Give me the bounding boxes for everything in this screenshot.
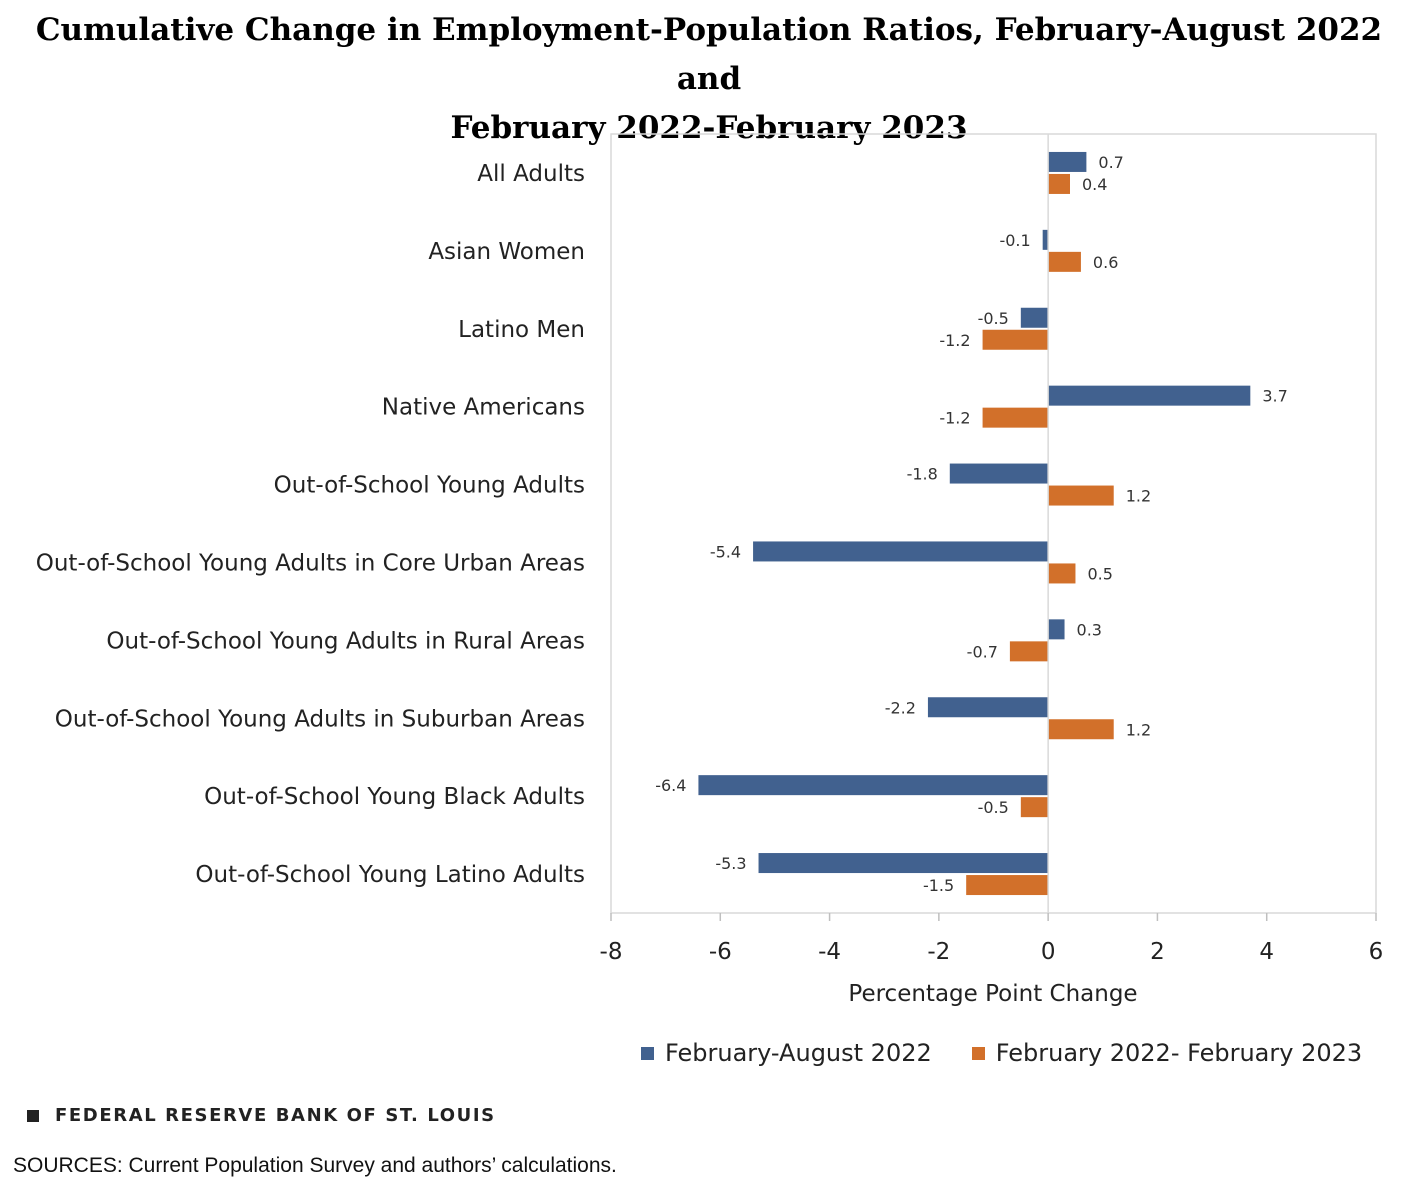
bar-series-2-native-americans — [982, 407, 1049, 428]
bar-chart: -8 -6 -4 -2 0 2 4 6 All Adults Asian Women Latino… — [36, 133, 1384, 1007]
bar-series-1-all-adults — [1048, 151, 1087, 172]
bar-series-1-out-of-school-young-adults-in-rural-areas — [1048, 619, 1065, 640]
legend-label-series-1: February-August 2022 — [665, 1039, 932, 1067]
x-tick-label: 4 — [1259, 939, 1274, 965]
data-label-series-1-native-americans: 3.7 — [1262, 387, 1287, 406]
data-label-series-2-out-of-school-young-latino-adults: -1.5 — [923, 876, 954, 895]
x-tick-label: -8 — [600, 939, 623, 965]
x-tick-label: 0 — [1041, 939, 1056, 965]
data-label-series-2-native-americans: -1.2 — [939, 409, 970, 428]
chart-title-line-1: Cumulative Change in Employment-Populati… — [35, 12, 1383, 97]
category-label-native-americans: Native Americans — [382, 395, 585, 421]
bar-series-1-out-of-school-young-latino-adults — [758, 853, 1049, 874]
category-label-out-of-school-young-adults-in-rural-areas: Out-of-School Young Adults in Rural Area… — [106, 628, 585, 654]
category-label-out-of-school-young-adults-in-suburban-areas: Out-of-School Young Adults in Suburban A… — [55, 706, 585, 732]
data-label-series-2-out-of-school-young-adults-in-core-urban-areas: 0.5 — [1087, 564, 1112, 583]
bar-series-2-out-of-school-young-latino-adults — [966, 875, 1049, 896]
data-label-series-1-out-of-school-young-black-adults: -6.4 — [655, 776, 686, 795]
bar-series-2-out-of-school-young-black-adults — [1020, 797, 1049, 818]
bar-series-1-out-of-school-young-black-adults — [698, 775, 1049, 796]
data-label-series-1-out-of-school-young-adults-in-rural-areas: 0.3 — [1077, 620, 1102, 639]
category-label-asian-women: Asian Women — [428, 239, 585, 265]
data-label-series-1-out-of-school-young-adults-in-suburban-areas: -2.2 — [885, 698, 916, 717]
data-label-series-1-out-of-school-young-adults: -1.8 — [907, 465, 938, 484]
bar-series-1-out-of-school-young-adults-in-core-urban-areas — [753, 541, 1049, 562]
category-label-latino-men: Latino Men — [458, 317, 585, 343]
bar-series-1-latino-men — [1020, 307, 1049, 328]
category-label-all-adults: All Adults — [477, 161, 585, 187]
data-label-series-1-all-adults: 0.7 — [1098, 153, 1123, 172]
x-tick-label: -6 — [709, 939, 732, 965]
axis-layer: -8 -6 -4 -2 0 2 4 6 — [600, 134, 1384, 965]
bar-series-2-out-of-school-young-adults-in-core-urban-areas — [1048, 563, 1076, 584]
category-label-out-of-school-young-adults-in-core-urban-areas: Out-of-School Young Adults in Core Urban… — [36, 550, 585, 576]
data-labels: 0.7 0.4 -0.1 0.6 -0.5 -1.2 3.7 -1.2 -1.8 1.2 -5.4 0… — [655, 153, 1288, 895]
data-label-series-2-asian-women: 0.6 — [1093, 253, 1118, 272]
legend-item-series-2: February 2022- February 2023 — [971, 1039, 1363, 1067]
category-label-out-of-school-young-latino-adults: Out-of-School Young Latino Adults — [195, 862, 585, 888]
bar-series-1-out-of-school-young-adults-in-suburban-areas — [927, 697, 1049, 718]
chart-legend: February-August 2022 February 2022- Febr… — [641, 1039, 1402, 1067]
brand-square-icon — [27, 1109, 39, 1122]
data-label-series-1-asian-women: -0.1 — [999, 231, 1030, 250]
data-label-series-2-out-of-school-young-adults-in-suburban-areas: 1.2 — [1126, 720, 1151, 739]
bar-series-2-all-adults — [1048, 173, 1070, 194]
plot-area-border — [610, 133, 1377, 914]
x-tick-label: -4 — [818, 939, 841, 965]
bar-series-2-asian-women — [1048, 251, 1081, 272]
data-label-series-1-out-of-school-young-latino-adults: -5.3 — [715, 854, 746, 873]
chart-title-line-2: February 2022-February 2023 — [450, 110, 968, 146]
category-labels: All Adults Asian Women Latino Men Native Am… — [36, 161, 585, 888]
legend-label-series-2: February 2022- February 2023 — [995, 1039, 1363, 1067]
legend-swatch-series-2 — [971, 1046, 985, 1060]
data-label-series-2-latino-men: -1.2 — [939, 331, 970, 350]
data-label-series-1-out-of-school-young-adults-in-core-urban-areas: -5.4 — [710, 542, 741, 561]
x-axis-title: Percentage Point Change — [848, 981, 1137, 1007]
bar-series-2-latino-men — [982, 329, 1049, 350]
brand-name: FEDERAL RESERVE BANK OF ST. LOUIS — [55, 1105, 496, 1126]
bar-series-2-out-of-school-young-adults-in-suburban-areas — [1048, 719, 1114, 740]
x-tick-label: 2 — [1150, 939, 1165, 965]
bar-series-1-native-americans — [1048, 385, 1251, 406]
sources-note: SOURCES: Current Population Survey and a… — [13, 1154, 617, 1177]
data-label-series-2-all-adults: 0.4 — [1082, 175, 1107, 194]
bar-series-1-out-of-school-young-adults — [949, 463, 1049, 484]
legend-item-series-1: February-August 2022 — [641, 1039, 932, 1067]
data-label-series-2-out-of-school-young-adults: 1.2 — [1126, 487, 1151, 506]
data-label-series-1-latino-men: -0.5 — [978, 309, 1009, 328]
bar-series-2-out-of-school-young-adults-in-rural-areas — [1009, 641, 1049, 662]
x-tick-label: -2 — [927, 939, 950, 965]
data-label-series-2-out-of-school-young-black-adults: -0.5 — [978, 798, 1009, 817]
category-label-out-of-school-young-black-adults: Out-of-School Young Black Adults — [204, 784, 585, 810]
publisher-brand: FEDERAL RESERVE BANK OF ST. LOUIS — [27, 1105, 496, 1126]
x-tick-label: 6 — [1369, 939, 1384, 965]
bar-series-2-out-of-school-young-adults — [1048, 485, 1114, 506]
category-label-out-of-school-young-adults: Out-of-School Young Adults — [274, 473, 585, 499]
legend-swatch-series-1 — [641, 1046, 654, 1060]
chart-title: Cumulative Change in Employment-Populati… — [0, 6, 1418, 153]
data-label-series-2-out-of-school-young-adults-in-rural-areas: -0.7 — [967, 642, 998, 661]
bar-series-1-asian-women — [1042, 229, 1049, 250]
bars-layer — [698, 151, 1251, 896]
